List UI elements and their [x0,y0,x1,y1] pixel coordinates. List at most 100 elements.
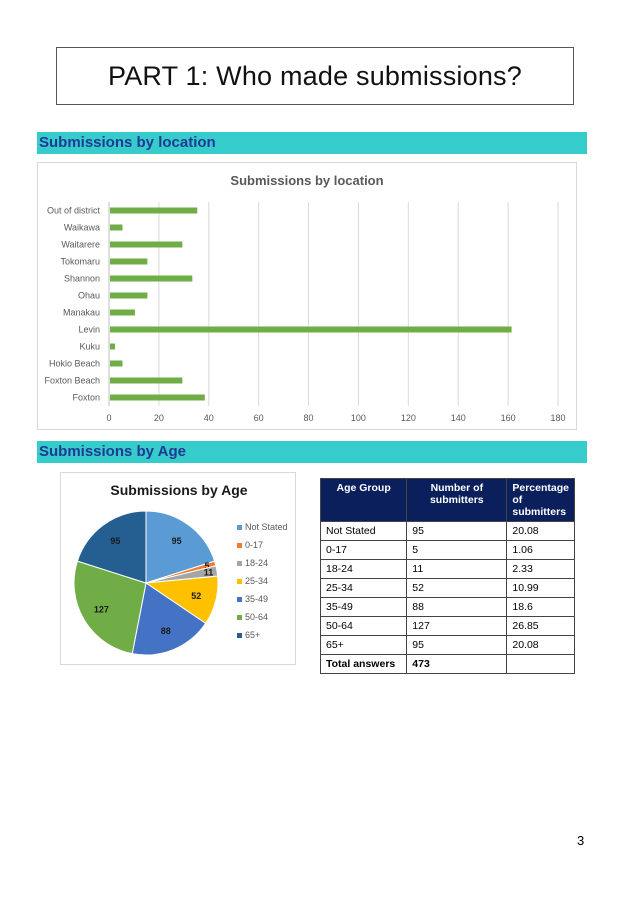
chart-title: Submissions by Age [110,482,247,498]
table-row: 0-17 5 1.06 [319,540,575,560]
bar [110,207,198,214]
y-tick-label: Foxton [72,393,100,403]
legend-swatch [237,615,242,620]
bar [110,343,115,350]
pie-slice [145,510,216,584]
data-label: 88 [161,626,171,636]
age-table: Age Group Number of submitters Percentag… [319,478,575,674]
y-tick-label: Shannon [64,274,100,284]
data-label: 95 [172,536,182,546]
legend-swatch [237,579,242,584]
y-tick-label: Out of district [47,206,101,216]
legend-label: 25-34 [245,576,268,586]
table-cell: 1.06 [506,540,575,560]
page-number: 3 [577,833,585,848]
age-pie-chart: Submissions by Age 95 511 52 88 127 95 Not Stat… [73,482,288,656]
legend-label: 50-64 [245,612,268,622]
table-total-row: Total answers 473 [319,654,575,674]
table-cell: 2.33 [506,559,575,579]
table-cell: Total answers [319,654,408,674]
x-tick-label: 100 [351,413,366,423]
section-heading-age: Submissions by Age [37,441,587,463]
table-cell: 18-24 [319,559,408,579]
table-cell: 473 [406,654,508,674]
table-cell: Not Stated [319,521,408,541]
table-cell: 127 [406,616,508,636]
y-tick-label: Foxton Beach [44,376,100,386]
y-tick-label: Waitarere [61,240,100,250]
bar [110,309,135,316]
chart-title: Submissions by location [230,173,383,188]
x-tick-label: 40 [204,413,214,423]
legend-swatch [237,543,242,548]
x-tick-label: 0 [106,413,111,423]
data-label: 52 [191,591,201,601]
table-row: 65+ 95 20.08 [319,635,575,655]
bar [110,292,148,299]
table-row: 25-34 52 10.99 [319,578,575,598]
x-tick-label: 180 [550,413,565,423]
x-tick-label: 60 [254,413,264,423]
table-cell: 88 [406,597,508,617]
legend-label: 65+ [245,630,260,640]
x-tick-label: 80 [304,413,314,423]
table-cell: 20.08 [506,521,575,541]
data-label: 5 [204,561,209,571]
x-tick-label: 120 [401,413,416,423]
table-row: 18-24 11 2.33 [319,559,575,579]
table-cell [506,654,575,674]
y-tick-label: Levin [78,325,100,335]
bar [110,326,512,333]
table-cell: 18.6 [506,597,575,617]
page-title-box: PART 1: Who made submissions? [56,47,574,105]
age-pie-panel: Submissions by Age 95 5 11 52 88 127 95 Not Stat… [60,472,296,665]
bar [110,258,148,265]
table-cell: 0-17 [319,540,408,560]
table-cell: 65+ [319,635,408,655]
pie-slice [76,510,147,584]
legend-swatch [237,525,242,530]
table-cell: 26.85 [506,616,575,636]
table-cell: 35-49 [319,597,408,617]
x-tick-label: 160 [501,413,516,423]
table-cell: 11 [406,559,508,579]
age-table-header-row: Age Group Number of submitters Percentag… [319,478,575,522]
legend-label: Not Stated [245,522,288,532]
x-tick-label: 140 [451,413,466,423]
bar [110,275,193,282]
table-cell: 25-34 [319,578,408,598]
y-tick-label: Ohau [78,291,100,301]
legend-swatch [237,561,242,566]
data-label: 95 [110,536,120,546]
table-cell: 50-64 [319,616,408,636]
location-chart-panel: Submissions by location 0 20 40 60 80 100 120 14… [37,162,577,430]
legend-label: 35-49 [245,594,268,604]
table-cell: 20.08 [506,635,575,655]
table-row: 50-64 127 26.85 [319,616,575,636]
pie-slice [73,560,147,655]
table-cell: 95 [406,635,508,655]
bar [110,377,183,384]
table-cell: 95 [406,521,508,541]
legend-swatch [237,633,242,638]
age-table-header: Number of submitters [406,478,508,522]
bar [110,394,205,401]
bar [110,360,123,367]
age-table-header: Percentage of submitters [506,478,575,522]
x-tick-label: 20 [154,413,164,423]
bar [110,224,123,231]
data-label: 127 [94,604,109,614]
age-table-header: Age Group [319,478,408,522]
table-cell: 52 [406,578,508,598]
y-tick-label: Tokomaru [60,257,100,267]
data-label: 11 [204,567,214,577]
table-row: Not Stated 95 20.08 [319,521,575,541]
legend-label: 18-24 [245,558,268,568]
legend-swatch [237,597,242,602]
bar [110,241,183,248]
table-row: 35-49 88 18.6 [319,597,575,617]
table-cell: 10.99 [506,578,575,598]
pie-slice [131,582,207,656]
y-tick-label: Kuku [79,342,100,352]
legend-label: 0-17 [245,540,263,550]
